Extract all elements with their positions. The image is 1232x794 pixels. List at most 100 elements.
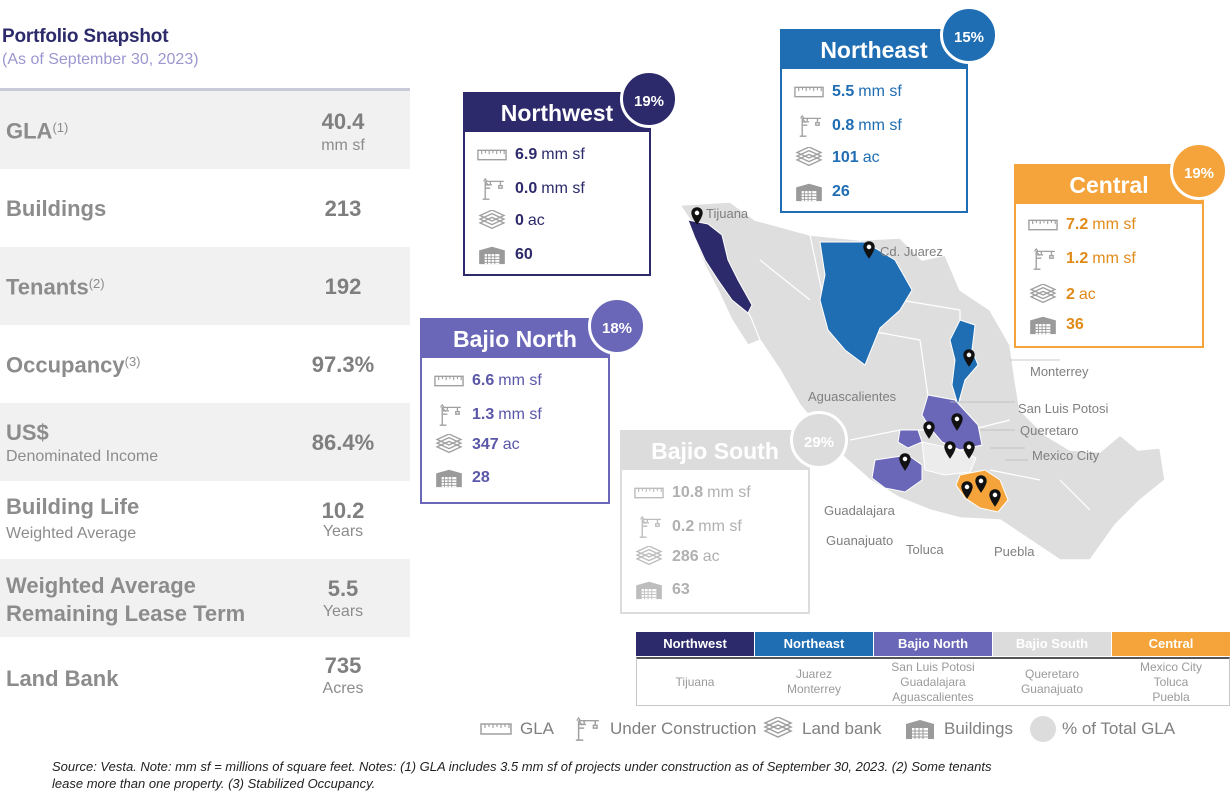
region-legend-table: Northwest Northeast Bajio North Bajio So… — [636, 632, 1230, 706]
map-label-mexico-city: Mexico City — [1032, 448, 1100, 463]
page-title: Portfolio Snapshot — [2, 26, 169, 47]
warehouse-icon — [634, 579, 664, 601]
region-pct-badge-bajio-north: 18% — [588, 297, 646, 355]
region-card-northwest: Northwest 6.9 mm sf 0.0 mm sf 0 ac 60 — [463, 92, 651, 276]
metric-buildings: 26 — [794, 179, 854, 205]
land-layers-icon — [477, 210, 507, 232]
metric-buildings: 28 — [434, 465, 494, 491]
stats-table: GLA(1) 40.4 mm sf Buildings 213 Tenants(… — [0, 88, 410, 715]
map-region-bajio-south — [921, 441, 977, 476]
region-card-title: Central — [1016, 166, 1202, 204]
stat-label: GLA(1) — [6, 118, 69, 144]
stat-value: 97.3% — [311, 352, 375, 377]
legend-buildings: Buildings — [904, 716, 1013, 742]
map-label-puebla: Puebla — [994, 544, 1035, 559]
map-region-northeast-chihuahua — [819, 241, 913, 366]
warehouse-icon — [477, 244, 507, 266]
warehouse-icon — [794, 181, 824, 203]
map-region-bajio-north-ags — [897, 429, 923, 449]
legend-head-northeast: Northeast — [755, 632, 873, 656]
metric-under-construction: 0.2 mm sf — [634, 514, 742, 540]
metric-land-bank: 2 ac — [1028, 282, 1096, 308]
metric-land-bank: 286 ac — [634, 544, 720, 570]
crane-icon — [794, 115, 824, 137]
map-base-mexico — [678, 201, 1166, 561]
ruler-icon — [794, 81, 824, 103]
stat-label-line2: Remaining Lease Term — [6, 601, 246, 626]
metric-buildings: 36 — [1028, 312, 1088, 338]
region-card-northeast: Northeast 5.5 mm sf 0.8 mm sf 101 ac 26 — [780, 29, 968, 213]
map-label-monterrey: Monterrey — [1030, 364, 1089, 379]
metric-under-construction: 1.3 mm sf — [434, 402, 542, 428]
region-card-title: Northwest — [465, 94, 649, 132]
legend-land-bank: Land bank — [762, 716, 881, 742]
map-label-cd-juarez: Cd. Juarez — [880, 244, 943, 259]
metric-gla: 7.2 mm sf — [1028, 212, 1136, 238]
stat-row-gla: GLA(1) 40.4 mm sf — [0, 91, 410, 169]
stat-unit: mm sf — [321, 137, 365, 154]
metric-under-construction: 0.8 mm sf — [794, 113, 902, 139]
legend-head-bajio-south: Bajio South — [993, 632, 1111, 656]
stat-value: 10.2 — [321, 498, 365, 523]
metric-buildings: 63 — [634, 577, 694, 603]
land-layers-icon — [634, 546, 664, 568]
stat-unit: Acres — [322, 680, 364, 697]
metric-under-construction: 1.2 mm sf — [1028, 246, 1136, 272]
land-layers-icon — [794, 147, 824, 169]
stat-row-occupancy: Occupancy(3) 97.3% — [0, 325, 410, 403]
page-subtitle: (As of September 30, 2023) — [2, 51, 199, 68]
stat-unit: Years — [322, 523, 364, 540]
legend-cities-northeast: Juarez Monterrey — [786, 667, 842, 696]
map-label-toluca: Toluca — [906, 542, 944, 557]
stat-label: Weighted Average — [6, 573, 196, 598]
legend-cities-bajio-south: Queretaro Guanajuato — [1020, 667, 1084, 696]
region-pct-badge-northwest: 19% — [620, 70, 678, 128]
ruler-icon — [634, 482, 664, 504]
legend-pct-gla: % of Total GLA — [1030, 716, 1175, 742]
metric-gla: 5.5 mm sf — [794, 79, 902, 105]
region-pct-badge-northeast: 15% — [940, 6, 998, 64]
metric-buildings: 60 — [477, 242, 537, 268]
metric-under-construction: 0.0 mm sf — [477, 176, 585, 202]
map-label-aguascalientes: Aguascalientes — [808, 389, 897, 404]
ruler-icon — [434, 370, 464, 392]
metric-land-bank: 0 ac — [477, 208, 545, 234]
stat-unit: Years — [322, 603, 364, 620]
ruler-icon — [477, 144, 507, 166]
stat-label: Occupancy(3) — [6, 352, 141, 378]
warehouse-icon — [434, 467, 464, 489]
legend-head-northwest: Northwest — [636, 632, 754, 656]
footnote: Source: Vesta. Note: mm sf = millions of… — [52, 759, 992, 791]
crane-icon — [477, 178, 507, 200]
stat-label: Building Life — [6, 494, 140, 519]
ruler-icon — [1028, 214, 1058, 236]
stat-value: 40.4 — [321, 109, 365, 134]
legend-gla: GLA — [480, 716, 554, 742]
crane-icon — [634, 516, 664, 538]
metric-gla: 10.8 mm sf — [634, 480, 751, 506]
region-pct-badge-central: 19% — [1170, 142, 1228, 200]
stat-value: 5.5 — [327, 576, 359, 601]
warehouse-icon — [904, 717, 936, 741]
map-label-guadalajara: Guadalajara — [824, 503, 895, 518]
map-region-bajio-north-jalisco — [871, 454, 923, 493]
crane-icon — [434, 404, 464, 426]
crane-icon — [1028, 248, 1058, 270]
stat-label: Buildings — [6, 196, 107, 221]
stat-label: US$ — [6, 420, 49, 445]
map-label-tijuana: Tijuana — [706, 206, 749, 221]
region-card-title: Bajio South — [622, 432, 808, 470]
land-layers-icon — [762, 717, 794, 741]
legend-head-bajio-north: Bajio North — [874, 632, 992, 656]
metric-gla: 6.9 mm sf — [477, 142, 585, 168]
stat-row-usd: US$ Denominated Income 86.4% — [0, 403, 410, 481]
legend-cities-central: Mexico City Toluca Puebla — [1139, 659, 1202, 704]
map-region-northwest — [687, 219, 753, 314]
stat-sublabel: Denominated Income — [6, 448, 159, 465]
crane-icon — [570, 717, 602, 741]
stat-value: 213 — [324, 196, 362, 221]
land-layers-icon — [1028, 284, 1058, 306]
map-label-san-luis-potosi: San Luis Potosi — [1018, 401, 1109, 416]
legend-cities-northwest: Tijuana — [675, 674, 715, 689]
metric-gla: 6.6 mm sf — [434, 368, 542, 394]
